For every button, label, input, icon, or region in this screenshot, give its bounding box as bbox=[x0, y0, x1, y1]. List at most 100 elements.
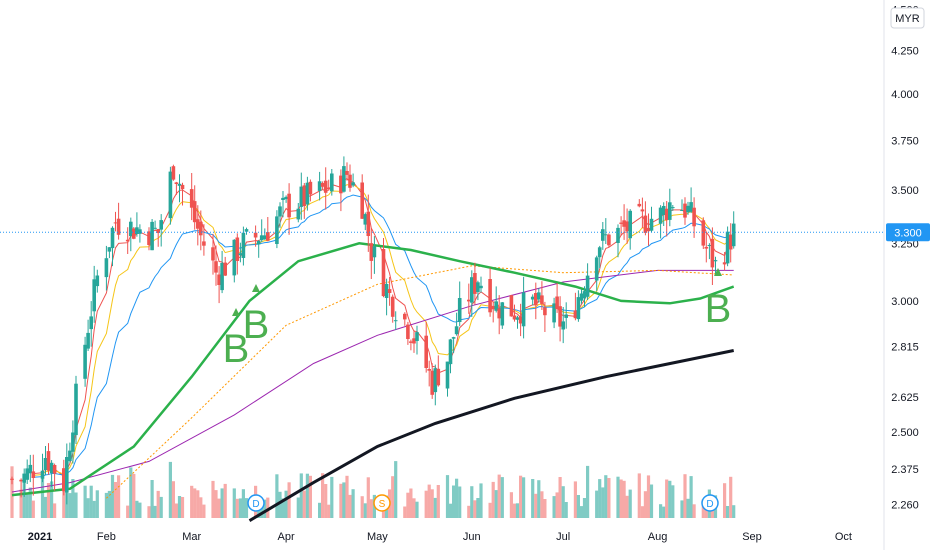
candle bbox=[664, 201, 669, 237]
currency-badge[interactable]: MYR bbox=[890, 7, 925, 29]
volume-bar bbox=[552, 496, 556, 518]
volume-bar bbox=[723, 483, 727, 518]
sma200-line bbox=[248, 349, 735, 522]
volume-bar bbox=[512, 503, 517, 518]
volume-bar bbox=[211, 480, 215, 518]
price-axis[interactable]: 4.5004.2504.0003.7503.5003.2503.0002.815… bbox=[891, 4, 919, 511]
volume-bar bbox=[95, 490, 99, 518]
volume-bar bbox=[241, 489, 245, 518]
candle bbox=[521, 276, 526, 339]
volume-bar bbox=[74, 492, 78, 518]
volume-bar bbox=[202, 504, 206, 518]
candle bbox=[585, 263, 590, 300]
candle bbox=[643, 201, 648, 236]
volume-bar bbox=[607, 478, 611, 518]
volume-bar bbox=[473, 500, 477, 518]
volume-bar bbox=[576, 495, 580, 518]
volume-bar bbox=[324, 484, 328, 518]
split-badge[interactable]: S bbox=[373, 494, 391, 512]
candle bbox=[661, 202, 666, 226]
volume-bar bbox=[68, 493, 72, 518]
volume-bar bbox=[199, 497, 203, 518]
volume-bar bbox=[117, 475, 121, 518]
sma150-line bbox=[11, 269, 734, 493]
candle bbox=[555, 283, 559, 313]
time-tick-label: Jul bbox=[556, 531, 570, 543]
volume-bar bbox=[50, 481, 54, 518]
candle bbox=[192, 185, 197, 230]
volume-bar bbox=[360, 496, 364, 518]
volume-bar bbox=[433, 497, 437, 518]
candle bbox=[171, 164, 176, 181]
volume-bar bbox=[522, 477, 526, 518]
candle bbox=[366, 194, 371, 252]
candle bbox=[174, 181, 179, 195]
candle bbox=[199, 210, 203, 251]
volume-bar bbox=[196, 490, 200, 518]
candle bbox=[384, 278, 389, 316]
volume-bar bbox=[448, 503, 453, 518]
candle bbox=[281, 191, 285, 218]
candle bbox=[448, 338, 453, 374]
volume-bar bbox=[604, 475, 608, 518]
price-tick-label: 4.250 bbox=[891, 45, 919, 57]
candle bbox=[622, 204, 626, 240]
candle bbox=[403, 312, 407, 326]
candle bbox=[576, 290, 581, 322]
candle bbox=[604, 218, 608, 244]
volume-bar bbox=[92, 500, 96, 518]
volume-bar bbox=[232, 488, 236, 518]
price-tick-label: 4.000 bbox=[891, 89, 919, 101]
candle bbox=[22, 468, 26, 497]
volume-bar bbox=[132, 473, 136, 518]
volume-bar bbox=[217, 498, 221, 518]
candle bbox=[488, 267, 492, 317]
candle bbox=[393, 311, 398, 330]
candle bbox=[512, 304, 517, 322]
buy-signal-arrow bbox=[232, 308, 240, 316]
candle bbox=[135, 212, 139, 237]
dividend-badge[interactable]: D bbox=[247, 494, 265, 512]
candle bbox=[202, 224, 206, 256]
volume-bar bbox=[561, 486, 565, 518]
volume-bar bbox=[391, 476, 395, 518]
candle bbox=[540, 281, 544, 310]
candle bbox=[256, 239, 261, 258]
dividend-badge[interactable]: D bbox=[701, 494, 719, 512]
candle bbox=[381, 238, 386, 298]
candle bbox=[211, 233, 215, 275]
price-tick-label: 2.260 bbox=[891, 500, 919, 512]
volume-bar bbox=[509, 492, 513, 518]
candle bbox=[342, 156, 346, 193]
candle bbox=[601, 222, 605, 250]
volume-bar bbox=[31, 500, 35, 518]
volume-bar bbox=[345, 475, 349, 518]
candle bbox=[296, 203, 301, 223]
volume-bar bbox=[494, 490, 498, 518]
candle bbox=[473, 262, 477, 305]
candle bbox=[31, 454, 36, 496]
volume-bar bbox=[427, 484, 431, 518]
candle bbox=[52, 463, 57, 491]
volume-bar bbox=[628, 489, 632, 518]
volume-bar bbox=[643, 491, 647, 518]
candle bbox=[637, 199, 642, 208]
volume-bar bbox=[616, 476, 620, 518]
candle bbox=[409, 339, 413, 351]
volume-bar bbox=[214, 490, 218, 518]
volume-bar bbox=[476, 498, 480, 518]
volume-bar bbox=[394, 461, 398, 518]
volume-bar bbox=[665, 479, 669, 518]
candle bbox=[597, 245, 602, 269]
svg-text:S: S bbox=[379, 499, 386, 510]
volume-bar bbox=[646, 475, 651, 518]
candle bbox=[372, 236, 377, 274]
candle bbox=[607, 233, 611, 248]
volume-bar bbox=[71, 479, 75, 518]
volume-bar bbox=[305, 473, 309, 518]
candles bbox=[10, 156, 736, 505]
candle bbox=[308, 179, 313, 202]
candle bbox=[668, 188, 672, 227]
time-axis[interactable]: 2021 Feb Mar Apr May Jun Jul Aug Sep Oct bbox=[28, 531, 852, 543]
volume-bar bbox=[637, 473, 641, 518]
